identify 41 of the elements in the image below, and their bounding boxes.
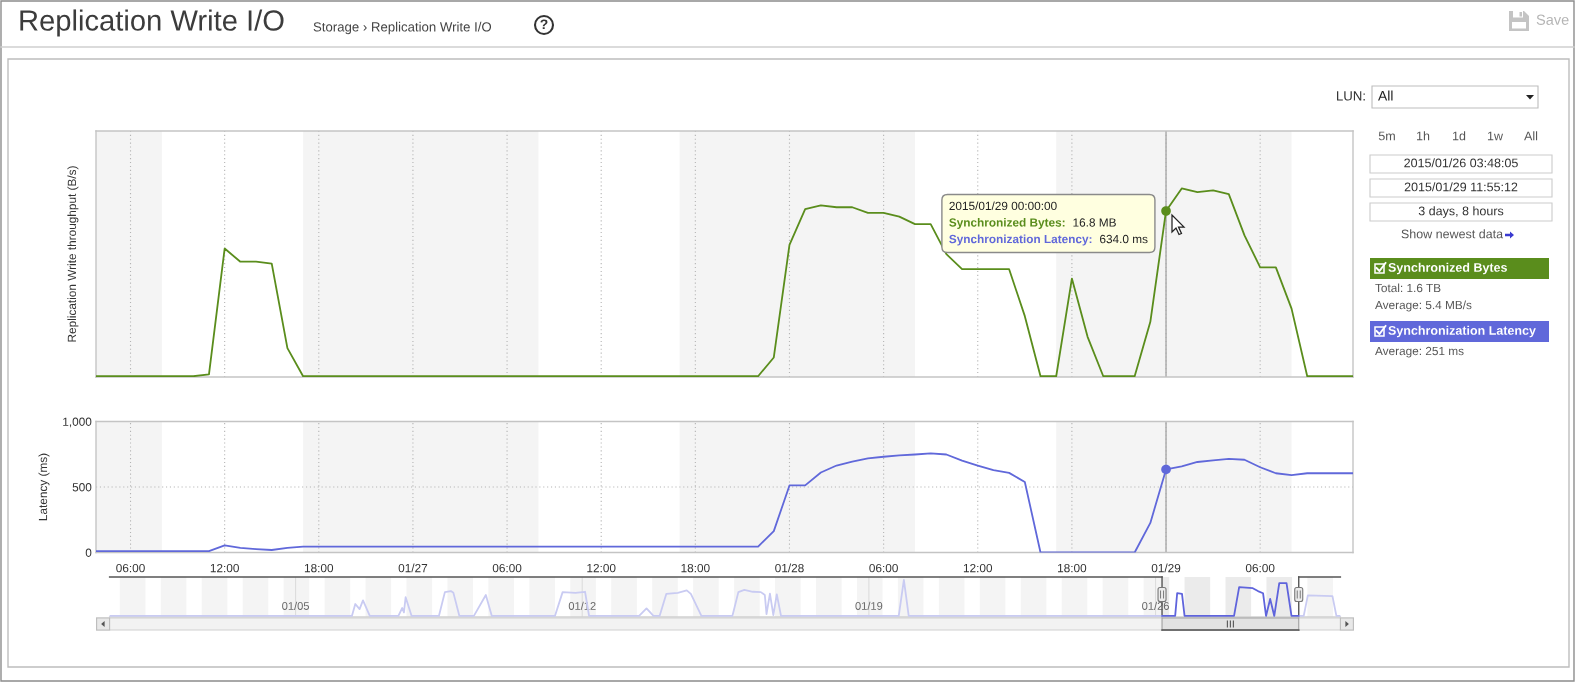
text: Show newest data <box>1401 229 1504 239</box>
text: 1w <box>1487 131 1504 141</box>
y-tick-label: 500 <box>72 483 92 492</box>
text: 2015/01/26 03:48:05 <box>1404 158 1518 168</box>
x-tick-label: 18:00 <box>681 563 710 573</box>
text: Replication Write I/O <box>20 9 284 37</box>
text: 2015/01/29 11:55:12 <box>1404 182 1518 192</box>
x-tick-label: 12:00 <box>210 563 239 573</box>
text: 3 days, 8 hours <box>1418 206 1504 218</box>
x-tick-label: 06:00 <box>1245 563 1275 573</box>
x-tick-label: 06:00 <box>492 563 522 573</box>
x-tick-label: 12:00 <box>963 563 993 573</box>
x-tick-label: 06:00 <box>116 563 145 573</box>
y-tick-label: 0 <box>85 548 92 557</box>
y-axis-title: Replication Write throughput (B/s) <box>67 166 79 342</box>
y-tick-label: 1,000 <box>63 417 92 428</box>
x-tick-label: 01/29 <box>1151 563 1181 573</box>
x-tick-label: 01/27 <box>398 563 428 573</box>
annotation: 2015/01/29 00:00:00 Synchronized Bytes: 16.8 MB Synchronization Latency: 634.0 ms <box>949 201 1148 246</box>
text: ? <box>540 19 548 30</box>
text: Total: 1.6 TB <box>1375 283 1441 293</box>
text: 1h <box>1417 131 1430 141</box>
y-axis-title: Latency (ms) <box>38 453 50 521</box>
x-tick-label: 18:00 <box>1058 563 1087 573</box>
text: 5m <box>1378 131 1395 141</box>
text: All <box>1524 131 1538 141</box>
x-tick-label: 01/05 <box>282 601 310 610</box>
text: Storage › Replication Write I/O <box>313 21 492 35</box>
text: Save <box>1536 14 1569 25</box>
text: All <box>1378 90 1393 101</box>
text: 1d <box>1453 131 1466 141</box>
x-tick-label: 01/28 <box>775 563 804 573</box>
text: Average: 251 ms <box>1375 346 1464 358</box>
text: Average: 5.4 MB/s <box>1375 300 1472 312</box>
text: Synchronized Bytes <box>1388 262 1507 275</box>
x-tick-label: 01/19 <box>855 601 883 610</box>
x-tick-label: 12:00 <box>587 563 616 573</box>
x-tick-label: 06:00 <box>869 563 898 573</box>
text: LUN: <box>1337 91 1365 101</box>
text: Synchronization Latency <box>1388 325 1536 338</box>
x-tick-label: 18:00 <box>304 563 334 573</box>
